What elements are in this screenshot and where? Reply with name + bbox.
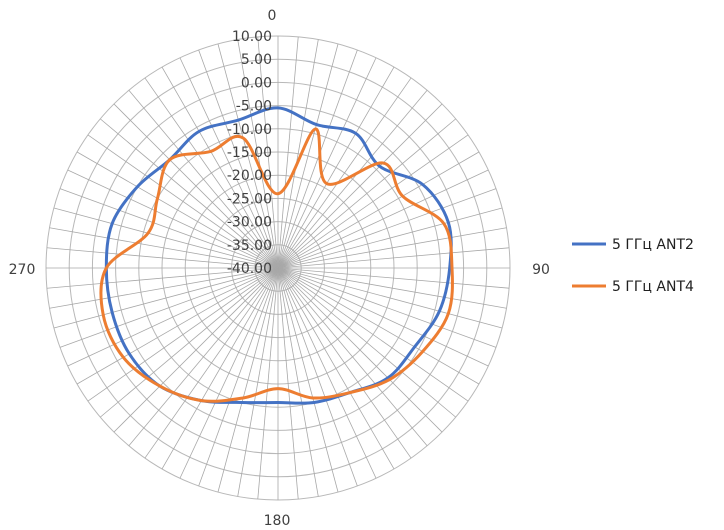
angle-labels: 0 90 180 270 xyxy=(9,8,550,529)
grid-spoke xyxy=(179,267,279,479)
grid-spoke xyxy=(277,151,480,269)
series-line-ant4 xyxy=(99,127,454,403)
grid-spoke xyxy=(144,267,279,459)
grid-spoke xyxy=(277,207,503,269)
grid-spoke xyxy=(198,267,279,487)
grid-spoke xyxy=(161,66,279,269)
radial-tick-label: 0.00 xyxy=(241,75,272,91)
grid-spoke xyxy=(237,39,279,269)
grid-spoke xyxy=(100,118,279,269)
grid-spoke xyxy=(277,267,428,446)
legend-label-ant2: 5 ГГц ANT2 xyxy=(612,237,694,253)
grid-spoke xyxy=(277,267,469,402)
grid-spoke xyxy=(277,77,412,269)
grid-spoke xyxy=(161,267,279,470)
grid-spoke xyxy=(53,207,279,269)
grid-spoke xyxy=(277,134,469,269)
grid-spoke xyxy=(67,169,279,269)
grid-spoke xyxy=(53,267,279,329)
polar-grid xyxy=(45,35,511,501)
radial-tick-label: -20.00 xyxy=(227,168,272,184)
grid-spoke xyxy=(277,169,489,269)
grid-spoke xyxy=(277,267,395,470)
angle-label-180: 180 xyxy=(264,513,291,529)
grid-spoke xyxy=(217,267,279,493)
grid-spoke xyxy=(277,267,489,367)
grid-spoke xyxy=(198,49,279,269)
grid-spoke xyxy=(257,267,279,500)
grid-spoke xyxy=(277,267,412,459)
grid-spoke xyxy=(277,247,510,269)
grid-spoke xyxy=(49,227,279,269)
grid-spoke xyxy=(237,267,279,497)
grid-spoke xyxy=(277,267,358,487)
grid-spoke xyxy=(128,267,279,446)
grid-spoke xyxy=(59,267,279,348)
series-layer xyxy=(99,106,454,405)
grid-spoke xyxy=(46,267,279,289)
radial-tick-labels: 10.00 5.00 0.00 -5.00 -10.00 -15.00 -20.00 -25.… xyxy=(227,29,272,277)
grid-spoke xyxy=(277,267,510,289)
grid-spoke xyxy=(277,39,319,269)
grid-spoke xyxy=(277,267,480,385)
grid-spoke xyxy=(277,57,377,269)
grid-spoke xyxy=(277,267,339,493)
grid-spoke xyxy=(277,267,443,433)
angle-label-0: 0 xyxy=(268,8,277,24)
grid-spoke xyxy=(100,267,279,418)
grid-spoke xyxy=(128,90,279,269)
radial-tick-label: -30.00 xyxy=(227,215,272,231)
angle-label-90: 90 xyxy=(532,262,550,278)
radial-tick-label: -35.00 xyxy=(227,238,272,254)
grid-spoke xyxy=(277,103,443,269)
grid-spoke xyxy=(277,267,377,479)
grid-spoke xyxy=(76,151,279,269)
grid-spoke xyxy=(277,43,339,269)
grid-spoke xyxy=(277,267,299,500)
angle-label-270: 270 xyxy=(9,262,36,278)
legend: 5 ГГц ANT2 5 ГГц ANT4 xyxy=(572,237,694,295)
radial-tick-label: -40.00 xyxy=(227,261,272,277)
grid-spoke xyxy=(277,267,497,348)
grid-spoke xyxy=(76,267,279,385)
grid-spoke xyxy=(277,66,395,269)
grid-spoke xyxy=(87,267,279,402)
grid-spoke xyxy=(59,188,279,269)
legend-label-ant4: 5 ГГц ANT4 xyxy=(612,279,694,295)
grid-spoke xyxy=(113,103,279,269)
radial-tick-label: -5.00 xyxy=(236,99,272,115)
grid-spoke xyxy=(277,267,503,329)
grid-spoke xyxy=(277,118,456,269)
radial-tick-label: -10.00 xyxy=(227,122,272,138)
grid-spoke xyxy=(277,188,497,269)
grid-spoke xyxy=(67,267,279,367)
grid-spoke xyxy=(277,267,456,418)
grid-spoke xyxy=(277,90,428,269)
radial-tick-label: -25.00 xyxy=(227,191,272,207)
grid-spoke xyxy=(217,43,279,269)
grid-spoke xyxy=(144,77,279,269)
grid-spoke xyxy=(277,267,319,497)
grid-spoke xyxy=(179,57,279,269)
grid-spoke xyxy=(277,36,299,269)
grid-spoke xyxy=(49,267,279,309)
grid-spoke xyxy=(277,227,507,269)
grid-spoke xyxy=(87,134,279,269)
grid-spoke xyxy=(46,247,279,269)
grid-spoke xyxy=(277,267,507,309)
radial-tick-label: 10.00 xyxy=(232,29,272,45)
radial-tick-label: -15.00 xyxy=(227,145,272,161)
radial-tick-label: 5.00 xyxy=(241,52,272,68)
grid-spoke xyxy=(277,49,358,269)
grid-spoke xyxy=(113,267,279,433)
series-line-ant2 xyxy=(104,106,453,405)
grid-spoke xyxy=(257,36,279,269)
